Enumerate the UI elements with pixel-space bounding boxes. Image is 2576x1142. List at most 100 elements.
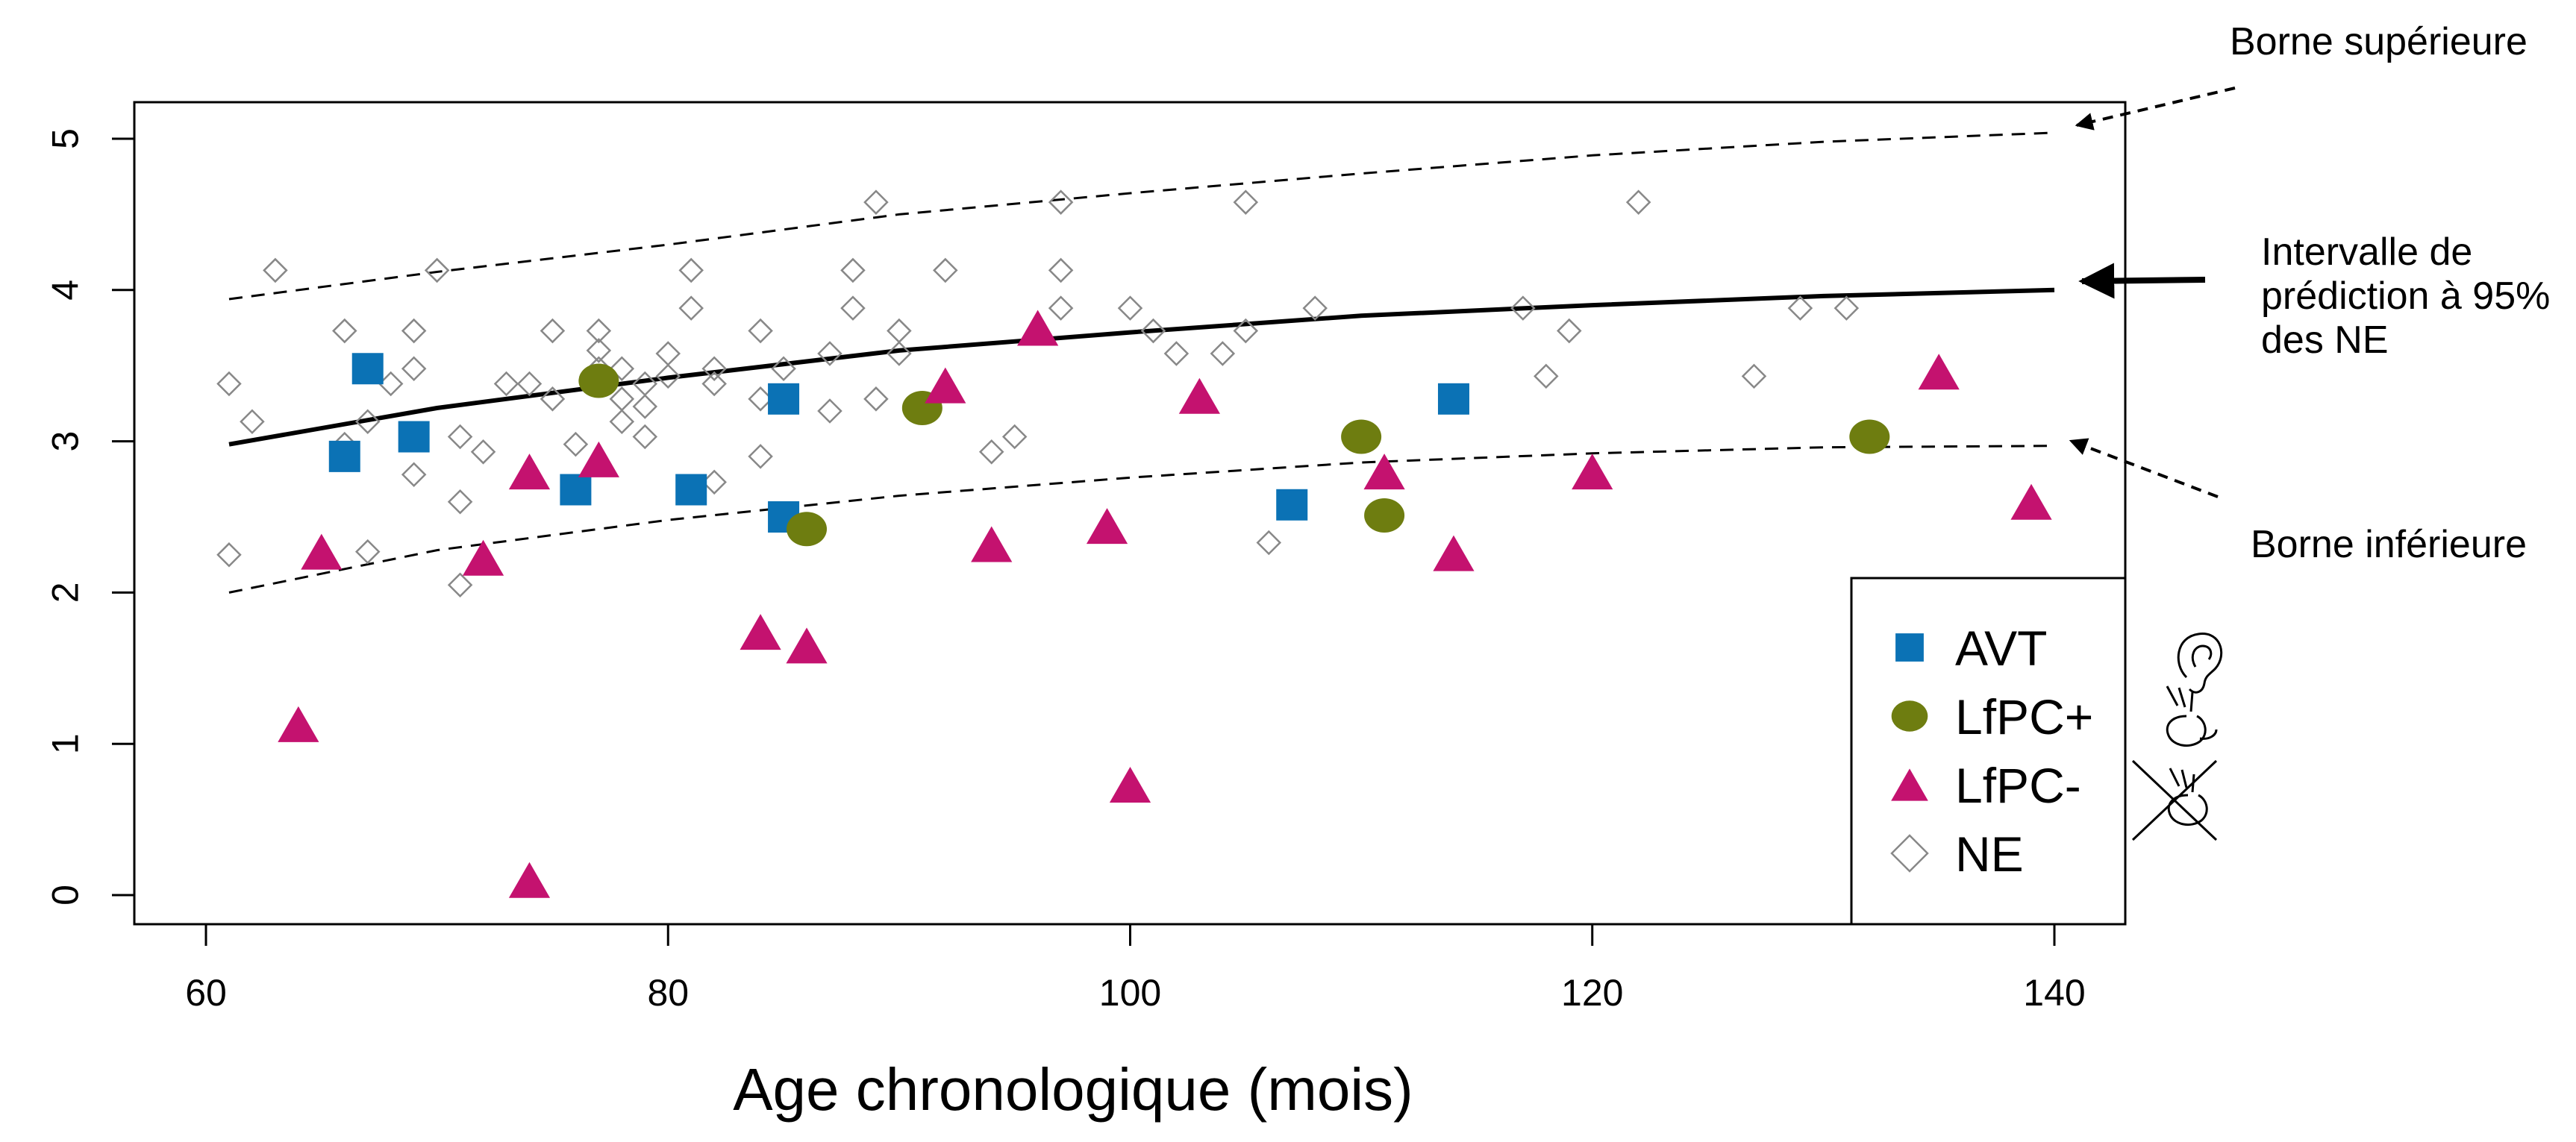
point-ne — [609, 356, 635, 382]
point-avt — [768, 383, 800, 415]
legend: AVT LfPC+ LfPC- NE — [1850, 577, 2223, 926]
point-lfpc-minus — [301, 533, 343, 570]
point-ne — [470, 439, 496, 465]
point-avt — [351, 353, 384, 385]
point-lfpc-minus — [1918, 354, 1960, 390]
point-lfpc-minus — [1109, 766, 1151, 803]
point-avt — [328, 440, 360, 472]
point-ne — [655, 363, 681, 389]
point-ne — [1510, 295, 1536, 321]
x-axis-label: Age chronologique (mois) — [733, 1056, 1413, 1123]
legend-marker-3 — [1890, 834, 1929, 873]
point-ne — [632, 394, 658, 419]
point-lfpc-minus — [462, 539, 504, 576]
legend-marker-1 — [1891, 700, 1928, 732]
point-ne — [563, 431, 589, 457]
point-ne — [540, 318, 566, 344]
point-ne — [863, 386, 889, 412]
y-tick-label: 2 — [45, 582, 87, 603]
annotation-arrow-fit — [2078, 263, 2206, 299]
point-lfpc-plus — [1364, 498, 1405, 533]
point-ne — [216, 371, 242, 397]
point-ne — [1163, 341, 1189, 366]
point-ne — [586, 338, 612, 363]
prediction-curves — [228, 131, 2055, 594]
point-ne — [516, 371, 543, 397]
point-ne — [1787, 295, 1813, 321]
point-lfpc-minus — [786, 627, 828, 664]
point-ne — [1210, 341, 1236, 366]
point-ne — [1233, 318, 1259, 344]
point-ne — [216, 542, 242, 568]
ear-inner — [2191, 644, 2213, 668]
annotation-arrow-upper — [2075, 87, 2236, 131]
point-ne — [655, 341, 681, 366]
y-tick-label: 3 — [45, 431, 87, 452]
point-lfpc-minus — [508, 454, 551, 490]
annotation-line: des NE — [2261, 319, 2389, 362]
point-ne — [771, 356, 796, 382]
point-lfpc-minus — [1017, 310, 1059, 346]
y-tick-label: 5 — [45, 128, 87, 149]
point-ne — [401, 318, 427, 344]
legend-marker-2 — [1891, 768, 1928, 801]
point-ne — [748, 318, 773, 344]
point-ne — [678, 295, 704, 321]
point-ne — [1557, 318, 1582, 344]
point-ne — [1625, 189, 1651, 215]
annotation-line: Borne inférieure — [2251, 523, 2527, 566]
annotation-line: Intervalle de — [2261, 230, 2472, 274]
point-ne — [240, 409, 265, 435]
fit-curve — [228, 287, 2055, 447]
annotations: Borne supérieure Intervalle de prédiction … — [2069, 20, 2550, 566]
point-ne — [678, 257, 704, 283]
point-lfpc-plus — [1849, 419, 1890, 454]
mouth-outline — [2199, 729, 2218, 740]
point-ne — [401, 462, 427, 487]
point-lfpc-minus — [278, 706, 319, 742]
point-lfpc-minus — [1178, 377, 1220, 414]
axes: 60 80 100 120 140 0 1 2 3 4 5 — [45, 101, 2127, 1014]
annotation-lower: Borne inférieure — [2251, 523, 2527, 566]
hand-outline — [2166, 685, 2207, 747]
point-lfpc-minus — [2010, 483, 2052, 520]
point-ne — [1302, 295, 1328, 321]
point-ne — [1117, 295, 1143, 321]
x-tick-label: 80 — [647, 972, 689, 1014]
lower-bound-curve — [228, 445, 2055, 594]
point-lfpc-plus — [787, 512, 828, 547]
point-ne — [1256, 530, 1282, 556]
point-lfpc-minus — [578, 441, 619, 477]
point-avt — [1276, 489, 1308, 521]
point-lfpc-plus — [578, 363, 619, 398]
upper-bound-curve — [228, 131, 2055, 301]
point-ne — [817, 398, 842, 424]
data-points — [216, 189, 2052, 898]
point-ne — [1048, 257, 1074, 283]
annotation-line: Borne supérieure — [2230, 20, 2527, 63]
point-ne — [748, 444, 773, 469]
annotation-arrow-lower — [2069, 438, 2219, 498]
crossed-out-hand-icon — [2131, 759, 2218, 841]
legend-label: AVT — [1955, 621, 2047, 676]
x-tick-label: 100 — [1099, 972, 1161, 1014]
point-avt — [560, 474, 592, 506]
y-tick-label: 1 — [45, 733, 87, 754]
point-ne — [586, 318, 612, 344]
point-ne — [978, 439, 1004, 465]
y-tick-label: 4 — [45, 280, 87, 301]
point-ne — [354, 409, 381, 435]
point-avt — [398, 421, 430, 453]
legend-label: LfPC- — [1955, 758, 2081, 813]
point-ne — [447, 424, 473, 450]
point-lfpc-minus — [1433, 535, 1475, 571]
point-ne — [332, 318, 357, 344]
point-ne — [447, 572, 473, 598]
annotation-line: prédiction à 95% — [2261, 274, 2550, 318]
point-avt — [675, 474, 707, 506]
point-lfpc-minus — [925, 367, 966, 404]
point-ne — [263, 257, 288, 283]
point-ne — [701, 371, 727, 397]
hand-outline-crossed — [2167, 768, 2208, 826]
